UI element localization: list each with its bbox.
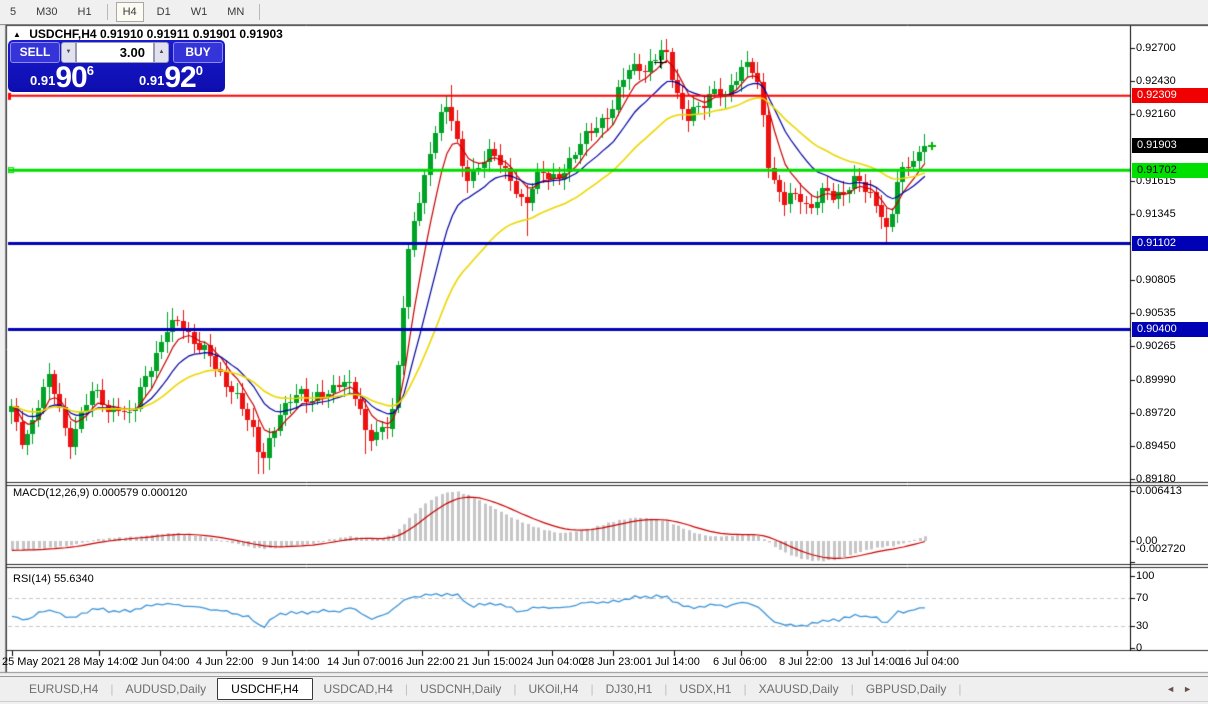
chart-canvas[interactable]	[0, 24, 1208, 704]
chevron-up-icon: ▲	[158, 49, 165, 55]
toolbar-separator	[106, 4, 108, 20]
trade-panel: SELL ▼ ▲ BUY 0.91906 0.91920	[8, 40, 225, 93]
sell-price-prefix: 0.91	[30, 73, 56, 88]
period-button-m30[interactable]: M30	[36, 6, 58, 18]
tab-separator: |	[664, 682, 668, 696]
period-button-h1[interactable]: H1	[77, 6, 92, 18]
tab-separator: |	[404, 682, 408, 696]
tab-separator: |	[110, 682, 114, 696]
period-button-d1[interactable]: D1	[156, 6, 171, 18]
buy-price-big: 92	[164, 61, 196, 94]
tab-usdcnh-daily[interactable]: USDCNH,Daily	[420, 682, 502, 696]
tab-separator: |	[850, 682, 854, 696]
sell-button[interactable]: SELL	[10, 42, 60, 63]
tab-xauusd-daily[interactable]: XAUUSD,Daily	[758, 682, 839, 696]
tab-eurusd-h4[interactable]: EURUSD,H4	[29, 682, 99, 696]
tab-scroll-left-icon[interactable]: ◄	[1166, 684, 1184, 694]
buy-price-pip: 0	[195, 63, 203, 78]
tab-separator: |	[513, 682, 517, 696]
volume-decrease-button[interactable]: ▼	[61, 42, 76, 63]
tab-gbpusd-daily[interactable]: GBPUSD,Daily	[865, 682, 947, 696]
tab-separator: |	[743, 682, 747, 696]
buy-price-prefix: 0.91	[139, 73, 165, 88]
chart-tab-bar: EURUSD,H4 | AUDUSD,Daily USDCHF,H4 USDCAD,H4…	[0, 676, 1208, 702]
volume-increase-button[interactable]: ▲	[154, 42, 169, 63]
sell-price-pip: 6	[86, 63, 94, 78]
period-button-mn[interactable]: MN	[227, 6, 245, 18]
period-button-h4[interactable]: H4	[115, 2, 144, 22]
tab-separator: |	[590, 682, 594, 696]
period-button-5[interactable]: 5	[10, 6, 17, 18]
tab-usdx-h1[interactable]: USDX,H1	[679, 682, 732, 696]
volume-input[interactable]	[76, 42, 154, 63]
tab-separator: |	[958, 682, 962, 696]
tab-usdcad-h4[interactable]: USDCAD,H4	[323, 682, 393, 696]
chevron-down-icon: ▼	[65, 49, 72, 55]
period-button-w1[interactable]: W1	[190, 6, 208, 18]
tab-usdchf-h4[interactable]: USDCHF,H4	[217, 678, 313, 700]
tab-ukoil-h4[interactable]: UKOil,H4	[528, 682, 579, 696]
toolbar-separator	[259, 4, 261, 20]
buy-button[interactable]: BUY	[173, 42, 223, 63]
sell-price[interactable]: 0.91906	[9, 63, 115, 93]
timeframe-toolbar: 5 M30 H1 H4 D1 W1 MN	[0, 0, 1208, 24]
tab-scroll-right-icon[interactable]: ►	[1183, 684, 1200, 694]
buy-price[interactable]: 0.91920	[118, 63, 224, 93]
sell-price-big: 90	[55, 61, 87, 94]
tab-dj30-h1[interactable]: DJ30,H1	[605, 682, 653, 696]
tab-audusd-daily[interactable]: AUDUSD,Daily	[125, 682, 207, 696]
